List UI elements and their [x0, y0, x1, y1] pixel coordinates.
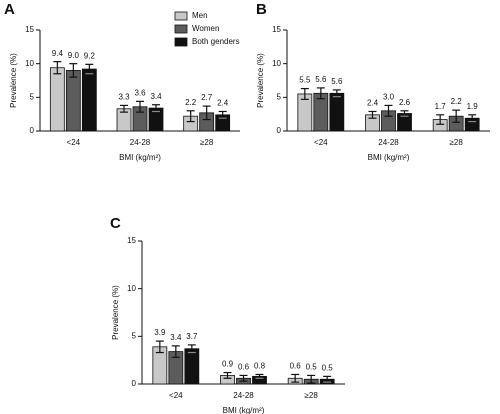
y-tick-label: 0 — [277, 126, 282, 135]
value-label: 3.0 — [383, 93, 395, 102]
value-label: 3.4 — [170, 333, 182, 342]
value-label: 2.4 — [217, 99, 229, 108]
value-label: 0.6 — [238, 363, 250, 372]
value-label: 5.5 — [299, 76, 311, 85]
y-axis-label: Prevalence (%) — [9, 53, 18, 108]
value-label: 9.0 — [68, 51, 80, 60]
value-label: 0.5 — [322, 363, 334, 372]
value-label: 3.9 — [154, 328, 166, 337]
bar — [49, 67, 65, 132]
value-label: 0.6 — [290, 362, 302, 371]
panel-label: B — [256, 1, 267, 18]
legend-label: Men — [192, 11, 208, 20]
value-label: 2.2 — [185, 98, 197, 107]
y-tick-label: 15 — [25, 25, 34, 34]
legend-swatch — [174, 37, 188, 47]
value-label: 2.2 — [451, 97, 463, 106]
legend-label: Women — [192, 24, 219, 33]
x-tick-label: <24 — [67, 138, 81, 147]
value-label: 5.6 — [315, 75, 327, 84]
y-tick-label: 5 — [277, 92, 282, 101]
legend-swatch — [174, 11, 188, 21]
value-label: 9.4 — [52, 49, 64, 58]
x-tick-label: 24-28 — [130, 138, 151, 147]
x-axis-label: BMI (kg/m²) — [223, 406, 265, 414]
x-tick-label: 24-28 — [233, 391, 254, 400]
panel-label: A — [4, 1, 15, 18]
y-tick-label: 0 — [30, 126, 35, 135]
value-label: 3.4 — [150, 92, 162, 101]
value-label: 3.7 — [186, 332, 198, 341]
value-label: 0.5 — [306, 363, 318, 372]
value-label: 2.7 — [201, 93, 213, 102]
bar — [81, 68, 97, 132]
value-label: 9.2 — [84, 51, 96, 60]
y-axis-label: Prevalence (%) — [111, 285, 120, 340]
bar — [184, 348, 200, 385]
y-tick-label: 10 — [127, 284, 136, 293]
x-axis-label: BMI (kg/m²) — [119, 153, 161, 162]
value-label: 2.4 — [367, 99, 379, 108]
value-label: 1.7 — [435, 102, 447, 111]
x-axis-label: BMI (kg/m²) — [368, 153, 410, 162]
x-tick-label: <24 — [169, 391, 183, 400]
x-tick-label: 24-28 — [378, 138, 399, 147]
y-tick-label: 5 — [30, 92, 35, 101]
value-label: 1.9 — [467, 102, 479, 111]
y-tick-label: 15 — [272, 25, 281, 34]
y-axis-label: Prevalence (%) — [256, 53, 265, 108]
bar — [65, 70, 81, 132]
value-label: 3.6 — [134, 88, 146, 97]
y-tick-label: 10 — [25, 59, 34, 68]
y-tick-label: 10 — [272, 59, 281, 68]
legend-label: Both genders — [192, 37, 240, 46]
x-tick-label: <24 — [314, 138, 328, 147]
value-label: 5.6 — [331, 77, 343, 86]
value-label: 0.9 — [222, 360, 234, 369]
bar — [329, 92, 345, 132]
y-tick-label: 15 — [127, 236, 136, 245]
x-tick-label: ≥28 — [450, 138, 464, 147]
legend-swatch — [174, 24, 188, 34]
panel-label: C — [110, 215, 121, 232]
x-tick-label: ≥28 — [200, 138, 214, 147]
value-label: 2.6 — [399, 98, 411, 107]
value-label: 3.3 — [118, 93, 130, 102]
value-label: 0.8 — [254, 362, 266, 371]
y-tick-label: 5 — [132, 331, 137, 340]
y-tick-label: 0 — [132, 379, 137, 388]
x-tick-label: ≥28 — [305, 391, 319, 400]
